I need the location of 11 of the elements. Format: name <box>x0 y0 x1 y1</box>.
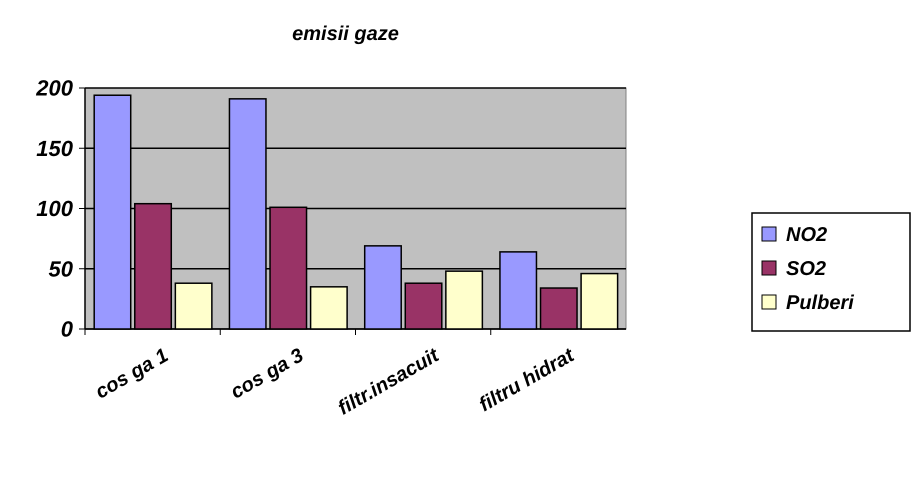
x-tick-label: cos ga 3 <box>227 344 308 404</box>
x-tick-label: cos ga 1 <box>92 344 172 404</box>
legend-label: NO2 <box>786 224 828 246</box>
y-tick-label: 50 <box>48 256 74 282</box>
y-tick-label: 100 <box>36 196 74 222</box>
legend-label: SO2 <box>786 258 826 280</box>
chart-title: emisii gaze <box>292 23 399 45</box>
y-tick-label: 0 <box>60 316 74 342</box>
y-tick-label: 150 <box>36 136 74 161</box>
y-tick-label: 200 <box>35 76 74 101</box>
legend-label: Pulberi <box>786 292 854 314</box>
